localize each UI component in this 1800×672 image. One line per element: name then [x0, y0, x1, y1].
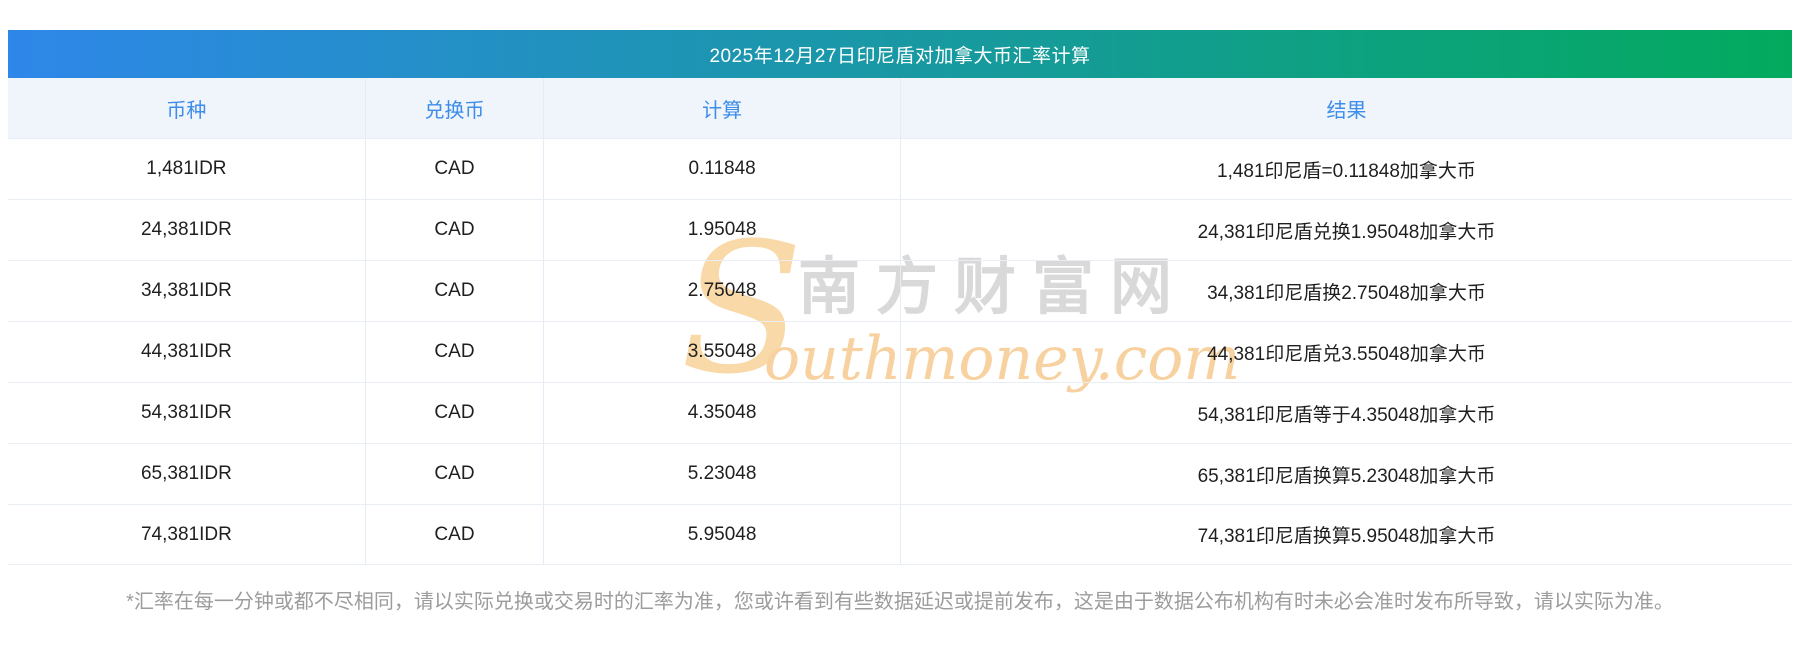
cell-currency: 54,381IDR — [140, 402, 232, 423]
cell-currency: 24,381IDR — [140, 219, 232, 240]
cell-target-currency: CAD — [364, 139, 543, 199]
cell-result: 1,481印尼盾=0.11848加拿大币 — [899, 139, 1792, 199]
col-header-target-currency: 兑换币 — [364, 78, 543, 138]
table-row: 65,381IDR CAD 5.23048 65,381印尼盾换算5.23048… — [8, 443, 1792, 504]
cell-result: 44,381印尼盾兑3.55048加拿大币 — [899, 322, 1792, 382]
col-header-result: 结果 — [899, 78, 1792, 138]
cell-calculation: 1.95048 — [543, 200, 900, 260]
cell-target-currency: CAD — [364, 383, 543, 443]
table-row: 24,381IDR CAD 1.95048 24,381印尼盾兑换1.95048… — [8, 199, 1792, 260]
cell-currency: 74,381IDR — [140, 523, 232, 545]
page-title: 2025年12月27日印尼盾对加拿大币汇率计算 — [709, 45, 1091, 67]
cell-target-currency: CAD — [364, 322, 543, 382]
table-row: 74,381IDR CAD 5.95048 74,381印尼盾换算5.95048… — [8, 504, 1792, 565]
footer-disclaimer: *汇率在每一分钟或都不尽相同，请以实际兑换或交易时的汇率为准，您或许看到有些数据… — [126, 591, 1674, 613]
cell-result: 54,381印尼盾等于4.35048加拿大币 — [899, 383, 1792, 443]
exchange-rate-table: 币种 兑换币 计算 结果 S 南方财富网 outhmoney.com 1,481… — [8, 78, 1792, 565]
col-header-currency: 币种 — [166, 99, 207, 122]
cell-calculation: 4.35048 — [543, 383, 900, 443]
cell-target-currency: CAD — [364, 444, 543, 504]
cell-currency: 34,381IDR — [140, 280, 232, 301]
cell-currency: 65,381IDR — [140, 463, 232, 484]
cell-target-currency: CAD — [364, 505, 543, 564]
table-row: 34,381IDR CAD 2.75048 34,381印尼盾换2.75048加… — [8, 260, 1792, 321]
cell-calculation: 5.23048 — [543, 444, 900, 504]
cell-calculation: 2.75048 — [543, 261, 900, 321]
cell-result: 24,381印尼盾兑换1.95048加拿大币 — [899, 200, 1792, 260]
table-header-row: 币种 兑换币 计算 结果 — [8, 78, 1792, 138]
cell-result: 74,381印尼盾换算5.95048加拿大币 — [899, 505, 1792, 564]
table-row: 1,481IDR CAD 0.11848 1,481印尼盾=0.11848加拿大… — [8, 138, 1792, 199]
cell-calculation: 5.95048 — [543, 505, 900, 564]
cell-target-currency: CAD — [364, 261, 543, 321]
col-header-calculation: 计算 — [543, 78, 900, 138]
table-body: S 南方财富网 outhmoney.com 1,481IDR CAD 0.118… — [8, 138, 1792, 565]
table-row: 44,381IDR CAD 3.55048 44,381印尼盾兑3.55048加… — [8, 321, 1792, 382]
table-row: 54,381IDR CAD 4.35048 54,381印尼盾等于4.35048… — [8, 382, 1792, 443]
cell-result: 65,381印尼盾换算5.23048加拿大币 — [899, 444, 1792, 504]
cell-target-currency: CAD — [364, 200, 543, 260]
cell-currency: 1,481IDR — [146, 158, 227, 179]
cell-currency: 44,381IDR — [140, 341, 232, 362]
title-banner: 2025年12月27日印尼盾对加拿大币汇率计算 — [8, 30, 1792, 78]
cell-calculation: 0.11848 — [543, 139, 900, 199]
cell-calculation: 3.55048 — [543, 322, 900, 382]
cell-result: 34,381印尼盾换2.75048加拿大币 — [899, 261, 1792, 321]
